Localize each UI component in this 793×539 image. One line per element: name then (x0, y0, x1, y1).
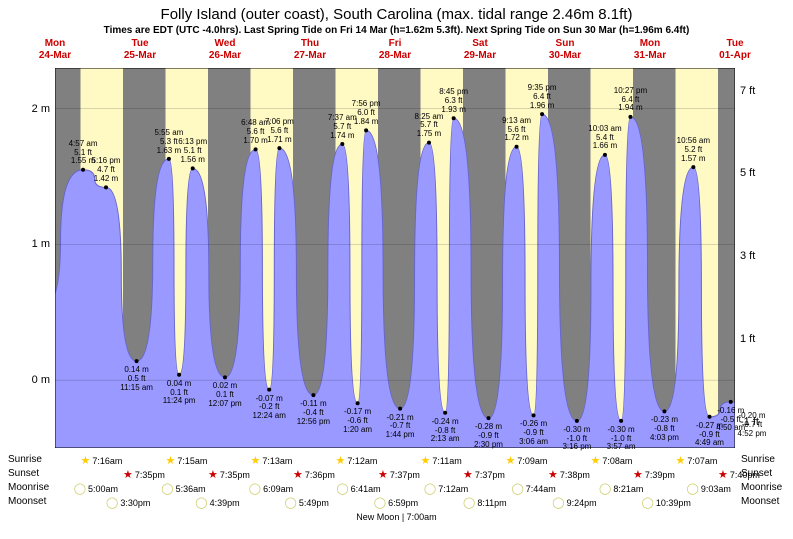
astro-time: ◯6:41am (336, 482, 380, 495)
day-label: Fri28-Mar (365, 38, 425, 62)
tide-point-label: 5:16 pm4.7 ft1.42 m (92, 157, 121, 183)
tide-point-label: 9:13 am5.6 ft1.72 m (502, 117, 531, 143)
tide-point-label: -0.07 m-0.2 ft12:24 am (253, 395, 286, 421)
day-label: Sun30-Mar (535, 38, 595, 62)
astro-time: ★7:37pm (378, 468, 420, 481)
day-label: Tue25-Mar (110, 38, 170, 62)
tide-point-label: 8:45 pm6.3 ft1.93 m (439, 88, 468, 114)
astro-time: ◯9:03am (687, 482, 731, 495)
tide-point-label: 8:25 am5.7 ft1.75 m (415, 113, 444, 139)
plot-area (55, 68, 735, 448)
day-label: Wed26-Mar (195, 38, 255, 62)
tide-point-label: 7:56 pm6.0 ft1.84 m (352, 100, 381, 126)
tide-point-label: -0.20 m-0.7 ft4:52 pm (738, 412, 767, 438)
astro-time: ★7:09am (506, 454, 548, 467)
tide-point-label: 0.14 m0.5 ft11:15 am (120, 366, 153, 392)
astro-time: ★7:35pm (123, 468, 165, 481)
astro-time: ◯8:11pm (463, 496, 507, 509)
astro-time: ★7:36pm (293, 468, 335, 481)
y-tick-left: 0 m (5, 374, 50, 386)
astro-time: ★7:11am (421, 454, 462, 467)
tide-point-label: -0.26 m-0.9 ft3:06 am (519, 420, 548, 446)
y-tick-right: 3 ft (740, 250, 785, 262)
astro-time: ★7:40pm (718, 468, 760, 481)
day-label: Sat29-Mar (450, 38, 510, 62)
tide-point-label: -0.28 m-0.9 ft2:30 pm (474, 423, 503, 449)
tide-point-label: 10:03 am5.4 ft1.66 m (588, 125, 621, 151)
astro-time: ◯10:39pm (642, 496, 691, 509)
tide-point-label: 6:13 pm5.1 ft1.56 m (178, 138, 207, 164)
tide-point-label: 0.02 m0.1 ft12:07 pm (208, 382, 241, 408)
astro-row-label: Sunset (8, 468, 39, 479)
tide-point-label: 10:27 pm6.4 ft1.94 m (614, 87, 647, 113)
astro-time: ◯6:09am (249, 482, 293, 495)
astro-time: ★7:38pm (548, 468, 590, 481)
chart-title: Folly Island (outer coast), South Caroli… (161, 6, 633, 23)
astro-time: ★7:37pm (463, 468, 505, 481)
tide-point-label: -0.11 m-0.4 ft12:56 pm (297, 400, 330, 426)
tide-point-label: -0.23 m-0.8 ft4:03 pm (650, 416, 679, 442)
astro-time: ★7:08am (591, 454, 633, 467)
tide-point-label: -0.24 m-0.8 ft2:13 am (431, 418, 460, 444)
day-label: Mon24-Mar (25, 38, 85, 62)
tide-point-label: -0.30 m-1.0 ft3:57 am (607, 426, 636, 452)
astro-row-label: Sunrise (8, 454, 42, 465)
tide-point-label: 9:35 pm6.4 ft1.96 m (528, 84, 557, 110)
astro-time: ◯8:21am (599, 482, 643, 495)
y-tick-right: 1 ft (740, 333, 785, 345)
astro-row-label: Sunrise (741, 454, 775, 465)
astro-time: ★7:39pm (633, 468, 675, 481)
astro-row-label: Moonset (741, 496, 779, 507)
day-label: Tue01-Apr (705, 38, 765, 62)
y-tick-right: 5 ft (740, 167, 785, 179)
astro-time: ◯7:44am (511, 482, 555, 495)
tide-point-label: 7:06 pm5.6 ft1.71 m (265, 118, 294, 144)
astro-time: ◯6:59pm (374, 496, 418, 509)
day-label: Mon31-Mar (620, 38, 680, 62)
tide-point-label: -0.21 m-0.7 ft1:44 pm (386, 414, 415, 440)
astro-time: ◯5:49pm (285, 496, 329, 509)
astro-time: ◯3:30pm (106, 496, 150, 509)
tide-point-label: 10:56 am5.2 ft1.57 m (677, 137, 710, 163)
y-tick-right: 7 ft (740, 85, 785, 97)
astro-time: ★7:12am (336, 454, 378, 467)
astro-time: ◯5:00am (74, 482, 118, 495)
astro-time: ★7:35pm (208, 468, 250, 481)
astro-time: ◯5:36am (161, 482, 205, 495)
tide-chart: Folly Island (outer coast), South Caroli… (0, 0, 793, 539)
astro-row-label: Moonrise (8, 482, 49, 493)
tide-point-label: 0.04 m0.1 ft11:24 pm (163, 380, 196, 406)
astro-row-label: Moonrise (741, 482, 782, 493)
astro-time: ★7:16am (81, 454, 123, 467)
y-tick-left: 2 m (5, 103, 50, 115)
astro-time: ◯9:24pm (552, 496, 596, 509)
y-tick-left: 1 m (5, 238, 50, 250)
astro-row-label: Moonset (8, 496, 46, 507)
astro-time: ◯7:12am (424, 482, 468, 495)
day-label: Thu27-Mar (280, 38, 340, 62)
astro-time: ★7:13am (251, 454, 293, 467)
tide-point-label: -0.30 m-1.0 ft3:16 pm (562, 426, 591, 452)
tide-point-label: -0.17 m-0.6 ft1:20 am (343, 408, 372, 434)
astro-time: ★7:07am (676, 454, 718, 467)
astro-time: ★7:15am (166, 454, 208, 467)
astro-time: ◯4:39pm (195, 496, 239, 509)
chart-subtitle: Times are EDT (UTC -4.0hrs). Last Spring… (104, 25, 690, 36)
new-moon-label: New Moon | 7:00am (356, 512, 436, 522)
